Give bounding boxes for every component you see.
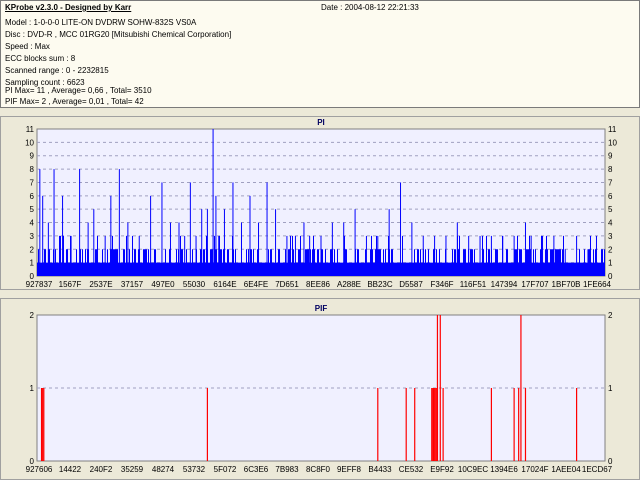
x-tick-label: 5F072 [214, 465, 237, 474]
x-tick-label: 240F2 [90, 465, 113, 474]
y-tick-label-right: 3 [608, 232, 613, 241]
y-tick-label-left: 10 [25, 138, 34, 147]
x-tick-label: 17F707 [521, 280, 549, 289]
y-tick-label-right: 0 [608, 272, 613, 281]
y-tick-label-left: 7 [30, 178, 35, 187]
y-tick-label-right: 5 [608, 205, 613, 214]
x-tick-label: 53732 [183, 465, 206, 474]
y-tick-label-left: 1 [30, 384, 35, 393]
pi-chart-panel: PI 0 0 1 1 2 2 3 3 4 4 5 5 6 6 7 7 8 8 9 9 10 10 11 11 927837 1567… [0, 116, 640, 290]
y-tick-label-left: 2 [30, 245, 35, 254]
x-tick-label: CE532 [399, 465, 424, 474]
y-tick-label-right: 1 [608, 259, 613, 268]
chart-title: PIF [315, 304, 328, 313]
y-tick-label-right: 6 [608, 192, 613, 201]
y-tick-label-left: 2 [30, 311, 35, 320]
chart-title: PI [317, 118, 325, 127]
y-tick-label-left: 0 [30, 272, 35, 281]
x-tick-label: 37157 [121, 280, 144, 289]
x-tick-label: 1567F [59, 280, 82, 289]
x-tick-label: 48274 [152, 465, 175, 474]
x-tick-label: 1AEE04 [551, 465, 581, 474]
x-tick-label: 1FE664 [583, 280, 612, 289]
pif-summary-line: PIF Max= 2 , Average= 0,01 , Total= 42 [5, 97, 144, 106]
x-tick-label: 6E4FE [244, 280, 268, 289]
x-tick-label: 927606 [26, 465, 53, 474]
x-tick-label: E9F92 [430, 465, 454, 474]
x-tick-label: 8C8F0 [306, 465, 331, 474]
y-tick-label-left: 11 [26, 125, 35, 134]
model-line: Model : 1-0-0-0 LITE-ON DVDRW SOHW-832S … [5, 18, 197, 27]
x-tick-label: F346F [430, 280, 453, 289]
y-tick-label-right: 7 [608, 178, 613, 187]
y-tick-label-left: 5 [30, 205, 35, 214]
x-tick-label: 6164E [213, 280, 236, 289]
x-tick-label: 497E0 [151, 280, 175, 289]
x-tick-label: A288E [337, 280, 361, 289]
y-tick-label-right: 0 [608, 457, 613, 466]
x-tick-label: 9EFF8 [337, 465, 362, 474]
info-panel: KProbe v2.3.0 - Designed by Karr Date : … [0, 0, 640, 108]
x-tick-label: 7B983 [275, 465, 299, 474]
speed-line: Speed : Max [5, 42, 50, 51]
sampling-line: Sampling count : 6623 [5, 78, 85, 87]
y-tick-label-left: 6 [30, 192, 35, 201]
range-line: Scanned range : 0 - 2232815 [5, 66, 109, 75]
x-tick-label: BB23C [367, 280, 393, 289]
y-tick-label-right: 2 [608, 245, 613, 254]
disc-line: Disc : DVD-R , MCC 01RG20 [Mitsubishi Ch… [5, 30, 232, 39]
y-tick-label-right: 8 [608, 165, 613, 174]
scan-date: Date : 2004-08-12 22:21:33 [321, 3, 419, 12]
ecc-line: ECC blocks sum : 8 [5, 54, 76, 63]
pi-summary-line: PI Max= 11 , Average= 0,66 , Total= 3510 [5, 86, 152, 95]
y-tick-label-right: 9 [608, 152, 613, 161]
x-tick-label: 8EE86 [306, 280, 331, 289]
x-tick-label: 14422 [59, 465, 82, 474]
x-tick-label: 35259 [121, 465, 144, 474]
x-tick-label: 927837 [26, 280, 53, 289]
y-tick-label-left: 8 [30, 165, 35, 174]
x-tick-label: 116F51 [460, 280, 487, 289]
x-tick-label: 2537E [89, 280, 112, 289]
x-tick-label: D5587 [399, 280, 423, 289]
y-tick-label-right: 1 [608, 384, 613, 393]
y-tick-label-left: 9 [30, 152, 35, 161]
y-tick-label-left: 3 [30, 232, 35, 241]
y-tick-label-left: 4 [30, 219, 35, 228]
y-tick-label-left: 1 [30, 259, 35, 268]
x-tick-label: 1ECD67 [582, 465, 613, 474]
x-tick-label: 7D651 [275, 280, 299, 289]
y-tick-label-right: 2 [608, 311, 613, 320]
x-tick-label: 1BF70B [552, 280, 581, 289]
x-tick-label: 1394E6 [490, 465, 518, 474]
x-tick-label: 147394 [491, 280, 518, 289]
y-tick-label-right: 11 [608, 125, 617, 134]
x-tick-label: 6C3E6 [244, 465, 269, 474]
y-tick-label-right: 10 [608, 138, 617, 147]
x-tick-label: 55030 [183, 280, 206, 289]
pif-chart: PIF 0 0 1 1 2 2 927606 14422 240F2 35259 48274 53732… [26, 304, 613, 474]
x-tick-label: 10C9EC [458, 465, 488, 474]
x-tick-label: B4433 [368, 465, 392, 474]
app-title: KProbe v2.3.0 - Designed by Karr [5, 3, 132, 12]
y-tick-label-left: 0 [30, 457, 35, 466]
x-tick-label: 17024F [521, 465, 548, 474]
y-tick-label-right: 4 [608, 219, 613, 228]
pif-chart-panel: PIF 0 0 1 1 2 2 927606 14422 240F2 35259 48274 53732… [0, 298, 640, 480]
